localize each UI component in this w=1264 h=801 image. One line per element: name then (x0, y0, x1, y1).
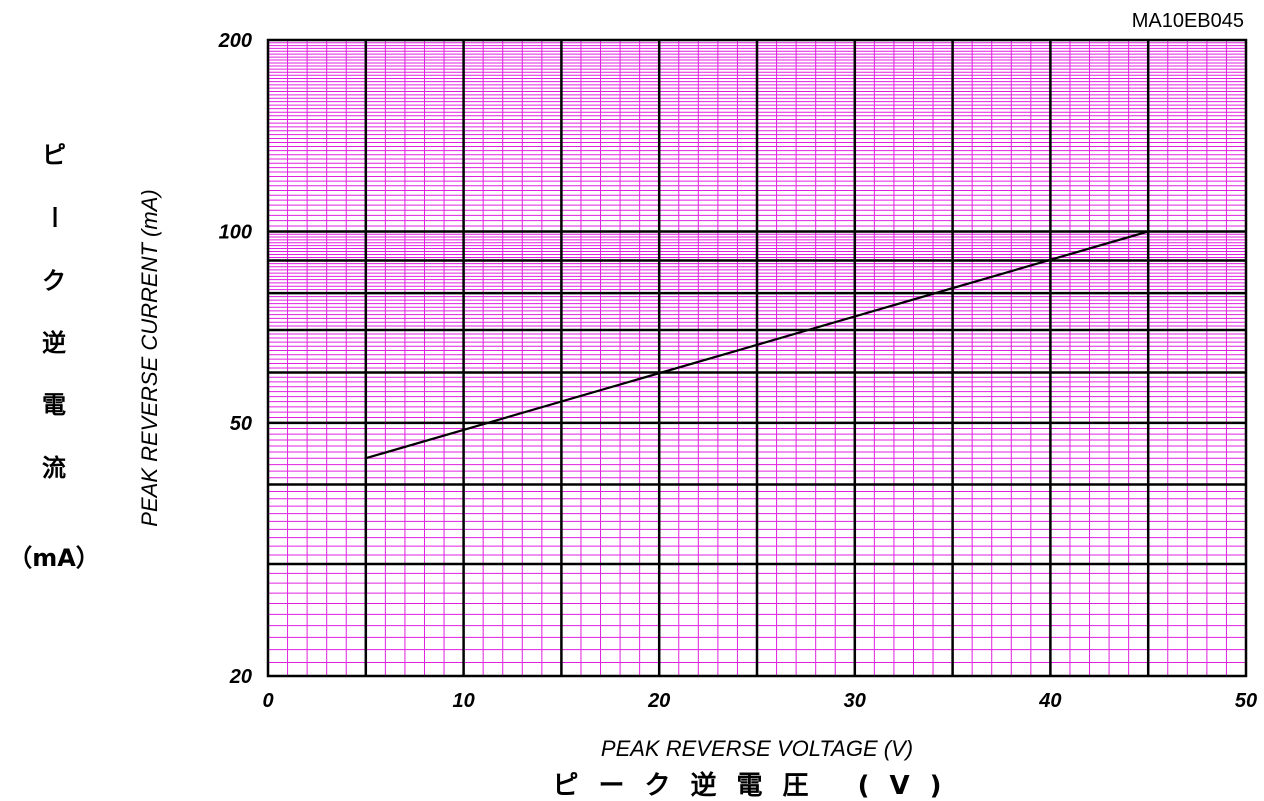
y-tick-label: 50 (230, 413, 252, 435)
y-axis-label-jp-char: ー (40, 205, 68, 229)
y-axis-label-jp-char: 流 (42, 454, 66, 482)
y-axis-label-jp-char: 逆 (42, 329, 66, 357)
y-axis-label-jp-char: 電 (42, 391, 66, 419)
y-axis-label: PEAK REVERSE CURRENT (mA) (137, 189, 162, 526)
series-layer (365, 230, 1149, 460)
y-axis-label-jp-char: ピ (42, 141, 66, 169)
x-tick-label: 0 (262, 690, 273, 712)
y-tick-label: 100 (219, 221, 252, 243)
document-code: MA10EB045 (1132, 10, 1244, 32)
x-tick-label: 30 (844, 690, 866, 712)
y-tick-labels: 20 50 100 200 (218, 30, 252, 688)
x-tick-label: 10 (452, 690, 474, 712)
y-tick-label: 200 (218, 30, 252, 52)
y-axis-label-jp-char: ク (42, 267, 66, 295)
plot-frame (266, 38, 1248, 678)
series-line-1 (365, 230, 1149, 460)
x-tick-label: 50 (1235, 690, 1257, 712)
x-tick-labels: 0 10 20 30 40 50 (262, 690, 1257, 712)
x-tick-label: 20 (647, 690, 670, 712)
x-axis-label: PEAK REVERSE VOLTAGE (V) (601, 736, 913, 761)
x-tick-label: 40 (1038, 690, 1061, 712)
y-tick-label: 20 (229, 666, 252, 688)
y-axis-label-jp-char: （mA） (8, 544, 100, 572)
x-axis-label-jp: ピーク逆電圧 (V) (553, 770, 962, 801)
major-grid (268, 40, 1246, 676)
